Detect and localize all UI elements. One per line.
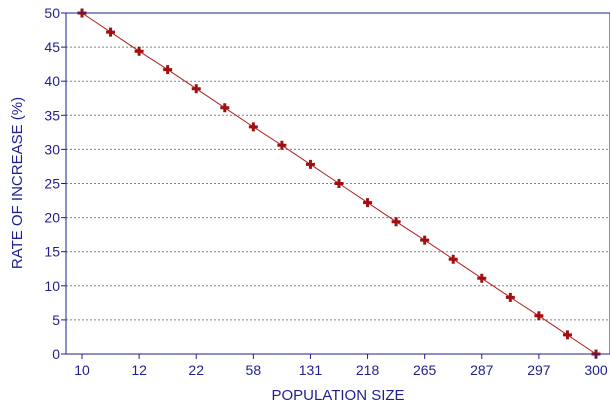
data-point [334, 179, 344, 188]
y-axis-ticks: 0 5 10 15 20 25 30 35 40 45 50 [44, 5, 66, 362]
y-tick-label: 50 [44, 5, 60, 21]
data-point [420, 235, 430, 245]
y-axis-title: RATE OF INCREASE (%) [9, 97, 26, 269]
y-tick-label: 20 [44, 210, 60, 226]
y-tick-label: 5 [52, 312, 60, 328]
data-series [77, 8, 601, 359]
y-tick-label: 40 [44, 73, 60, 89]
grid-lines [66, 46, 610, 321]
y-tick-label: 30 [44, 141, 60, 157]
x-tick-label: 218 [356, 362, 380, 378]
y-tick-label: 0 [52, 346, 60, 362]
x-tick-label: 297 [527, 362, 551, 378]
y-tick-label: 45 [44, 39, 60, 55]
y-tick-label: 35 [44, 107, 60, 123]
data-point [305, 159, 315, 169]
data-point [134, 46, 144, 56]
data-point [191, 84, 201, 94]
x-tick-label: 58 [246, 362, 262, 378]
data-point [363, 198, 373, 208]
y-tick-label: 10 [44, 278, 60, 294]
data-point [163, 65, 173, 75]
data-point [534, 311, 544, 321]
x-axis-ticks: 10 12 22 58 131 218 265 287 297 300 [74, 354, 608, 378]
x-tick-label: 265 [413, 362, 437, 378]
x-tick-label: 22 [188, 362, 204, 378]
data-point [505, 292, 515, 302]
data-point [391, 217, 401, 227]
data-point [106, 27, 116, 37]
y-tick-label: 25 [44, 176, 60, 192]
x-tick-label: 287 [470, 362, 494, 378]
x-tick-label: 10 [74, 362, 90, 378]
y-tick-label: 15 [44, 244, 60, 260]
x-tick-label: 300 [584, 362, 608, 378]
data-point [248, 122, 258, 132]
x-tick-label: 131 [299, 362, 323, 378]
x-axis-title: POPULATION SIZE [271, 387, 404, 404]
data-point [477, 273, 487, 283]
x-tick-label: 12 [131, 362, 147, 378]
data-point [448, 254, 458, 264]
data-point [562, 330, 572, 340]
data-point [277, 140, 287, 150]
data-point [220, 103, 230, 113]
